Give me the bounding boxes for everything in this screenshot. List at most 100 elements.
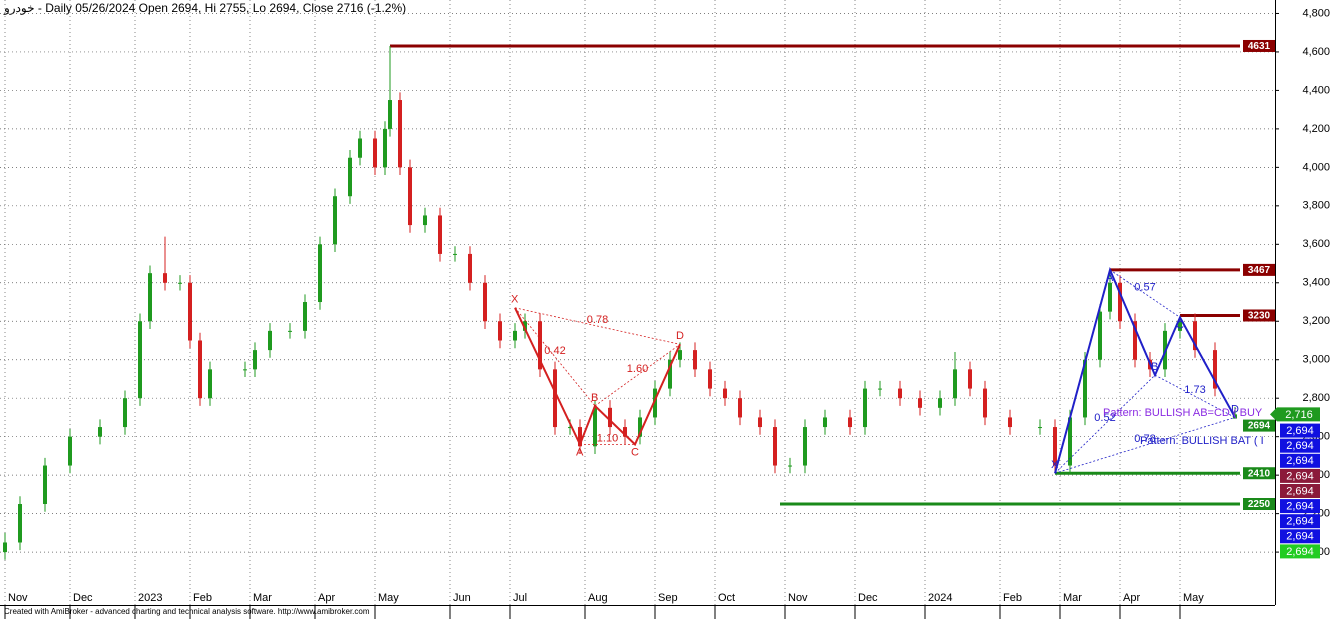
candle-body bbox=[373, 138, 377, 168]
pattern-point-label: X bbox=[1051, 459, 1059, 471]
candle-body bbox=[123, 398, 127, 428]
candle-body bbox=[693, 350, 697, 370]
candle-body bbox=[918, 398, 922, 408]
pattern-ratio: 0.57 bbox=[1134, 282, 1155, 294]
footer: Created with AmiBroker - advanced charti… bbox=[4, 607, 370, 616]
y-tick-label: 3,600 bbox=[1302, 238, 1330, 250]
candle-body bbox=[358, 138, 362, 158]
level-label: 2410 bbox=[1248, 468, 1271, 479]
last-price-label: 2,716 bbox=[1285, 409, 1313, 421]
x-tick-label: Nov bbox=[8, 592, 28, 604]
pattern-ratio: 0.78 bbox=[587, 314, 608, 326]
stack-tag bbox=[1280, 438, 1320, 453]
open-tag bbox=[1243, 419, 1275, 432]
candle-body bbox=[208, 369, 212, 399]
stack-label: 2,694 bbox=[1286, 485, 1314, 497]
level-label: 2250 bbox=[1248, 499, 1271, 510]
chart-title: خودرو - Daily 05/26/2024 Open 2694, Hi 2… bbox=[3, 1, 406, 15]
stack-label: 2,694 bbox=[1286, 546, 1314, 558]
stack-label: 2,694 bbox=[1286, 425, 1314, 437]
y-tick-label: 4,200 bbox=[1302, 123, 1330, 135]
y-tick-label: 4,000 bbox=[1302, 161, 1330, 173]
stack-label: 2,694 bbox=[1286, 470, 1314, 482]
candle-body bbox=[608, 407, 612, 428]
stack-tag bbox=[1280, 483, 1320, 498]
x-tick-label: May bbox=[378, 592, 399, 604]
stack-tag bbox=[1280, 499, 1320, 514]
candle-body bbox=[593, 407, 597, 447]
y-tick-label: 2,800 bbox=[1302, 392, 1330, 404]
candle-body bbox=[983, 388, 987, 418]
candle-body bbox=[738, 398, 742, 418]
candle-body bbox=[513, 330, 517, 341]
candle-body bbox=[1008, 417, 1012, 428]
x-tick-label: Jun bbox=[453, 592, 471, 604]
stack-label: 2,694 bbox=[1286, 440, 1314, 452]
x-tick-label: May bbox=[1183, 592, 1204, 604]
pattern-ratio: 1.60 bbox=[627, 363, 648, 375]
candle-body bbox=[678, 350, 682, 360]
pattern-point-label: B bbox=[591, 392, 598, 404]
y-tick-label: 3,800 bbox=[1302, 200, 1330, 212]
x-tick-label: Dec bbox=[73, 592, 93, 604]
candle-body bbox=[398, 100, 402, 168]
candle-body bbox=[388, 100, 392, 129]
candle-body bbox=[1178, 321, 1182, 331]
stack-tag bbox=[1280, 468, 1320, 483]
x-tick-label: 2024 bbox=[928, 592, 952, 604]
pattern-ratio: 1.10 bbox=[597, 432, 618, 444]
candle-body bbox=[638, 417, 642, 437]
pattern-guide bbox=[514, 307, 596, 407]
pattern-point-label: A bbox=[1106, 272, 1114, 284]
candle-body bbox=[1098, 311, 1102, 360]
x-tick-label: Sep bbox=[658, 592, 678, 604]
candle-body bbox=[773, 427, 777, 466]
candle-body bbox=[568, 427, 572, 429]
candle-body bbox=[623, 427, 627, 437]
level-label: 4631 bbox=[1248, 41, 1271, 52]
pattern-ratio: 1.73 bbox=[1184, 384, 1205, 396]
x-tick-label: Nov bbox=[788, 592, 808, 604]
candle-body bbox=[898, 388, 902, 399]
stack-tag bbox=[1280, 529, 1320, 544]
candle-body bbox=[758, 417, 762, 428]
pattern-point-label: C bbox=[1176, 319, 1184, 331]
level-tag bbox=[1243, 467, 1275, 480]
x-tick-label: Aug bbox=[588, 592, 608, 604]
pattern-point-label: X bbox=[511, 294, 519, 306]
candle-body bbox=[953, 369, 957, 399]
candle-body bbox=[523, 321, 527, 331]
candle-body bbox=[188, 282, 192, 341]
open-tag-label: 2694 bbox=[1248, 421, 1271, 432]
candle-body bbox=[268, 330, 272, 351]
candle-body bbox=[968, 369, 972, 389]
x-tick-label: 2023 bbox=[138, 592, 162, 604]
candle-body bbox=[1053, 427, 1057, 466]
stack-label: 2,694 bbox=[1286, 501, 1314, 513]
candle-body bbox=[383, 128, 387, 168]
pattern-guide bbox=[1054, 374, 1156, 474]
pattern-point-label: D bbox=[1231, 403, 1239, 415]
candle-body bbox=[723, 388, 727, 399]
pattern-point-label: C bbox=[631, 446, 639, 458]
candle-body bbox=[823, 417, 827, 428]
pattern-point-label: D bbox=[676, 330, 684, 342]
pattern-ratio: 0.52 bbox=[1094, 412, 1115, 424]
candle-body bbox=[538, 321, 542, 370]
pattern-text: Pattern: BULLISH AB=CD ( BUY bbox=[1103, 407, 1263, 419]
y-tick-label: 3,000 bbox=[1302, 354, 1330, 366]
candle-body bbox=[1213, 350, 1217, 389]
candle-body bbox=[788, 465, 792, 467]
stack-tag bbox=[1280, 453, 1320, 468]
candle-body bbox=[1133, 321, 1137, 360]
last-price-tag bbox=[1270, 407, 1320, 422]
candle-body bbox=[288, 330, 292, 332]
candle-body bbox=[253, 350, 257, 370]
level-label: 3230 bbox=[1248, 311, 1271, 322]
candle-body bbox=[138, 321, 142, 399]
candle-body bbox=[668, 359, 672, 389]
candle-body bbox=[423, 215, 427, 226]
candle-body bbox=[803, 427, 807, 466]
candle-body bbox=[483, 282, 487, 322]
x-tick-label: Apr bbox=[1123, 592, 1140, 604]
